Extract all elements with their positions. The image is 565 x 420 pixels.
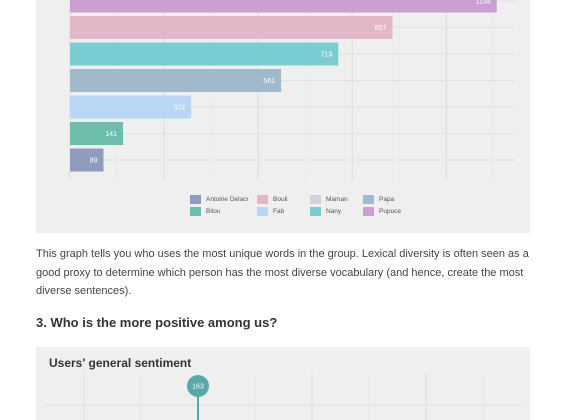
legend-item: Antoine Delacr [190, 195, 257, 204]
legend-swatch [190, 195, 201, 204]
bar-value-label: 322 [173, 105, 185, 112]
bar-value-label: 141 [105, 131, 117, 138]
legend-item: Bilou [190, 207, 257, 216]
bar-papa [70, 69, 281, 92]
legend-item: Bouli [257, 195, 310, 204]
bar-value-label: 857 [375, 25, 387, 32]
legend-swatch [310, 207, 321, 216]
legend-label: Pupuce [379, 208, 401, 215]
chart-title: Users' general sentiment [49, 356, 191, 370]
legend-label: Fab [273, 208, 284, 215]
legend-item: Fab [257, 207, 310, 216]
section-heading: 3. Who is the more positive among us? [36, 315, 277, 330]
legend: Antoine Delacr Bouli Maman Papa Bilou Fab Nany… [190, 195, 420, 216]
bar-bouli [70, 16, 392, 39]
legend-label: Bouli [273, 196, 287, 203]
legend-swatch [190, 207, 201, 216]
body-paragraph: This graph tells you who uses the most u… [36, 245, 530, 301]
bar-value-label: 561 [263, 78, 275, 85]
legend-label: Papa [379, 196, 394, 203]
bar-value-label: 89 [90, 158, 98, 165]
legend-swatch [310, 195, 321, 204]
bar-nany [70, 43, 338, 66]
bar-value-label: 713 [321, 52, 333, 59]
legend-label: Bilou [206, 208, 220, 215]
legend-item: Pupuce [363, 207, 413, 216]
legend-item: Papa [363, 195, 413, 204]
bar-antoine-delacr [70, 149, 103, 172]
legend-swatch [363, 207, 374, 216]
legend-label: Maman [326, 196, 348, 203]
legend-item: Nany [310, 207, 363, 216]
point-value-label: 163 [192, 384, 204, 391]
bar-pupuce [70, 0, 497, 13]
sentiment-chart: 163 Users' general sentiment [36, 347, 530, 420]
legend-swatch [257, 195, 268, 204]
legend-swatch [363, 195, 374, 204]
bar-value-label: 1134 [476, 0, 491, 6]
legend-label: Nany [326, 208, 341, 215]
lexical-diversity-chart: 1134 857 713 561 322 141 89 Antoine Delacr Boul… [36, 0, 530, 233]
legend-swatch [257, 207, 268, 216]
legend-label: Antoine Delacr [206, 196, 249, 203]
legend-item: Maman [310, 195, 363, 204]
